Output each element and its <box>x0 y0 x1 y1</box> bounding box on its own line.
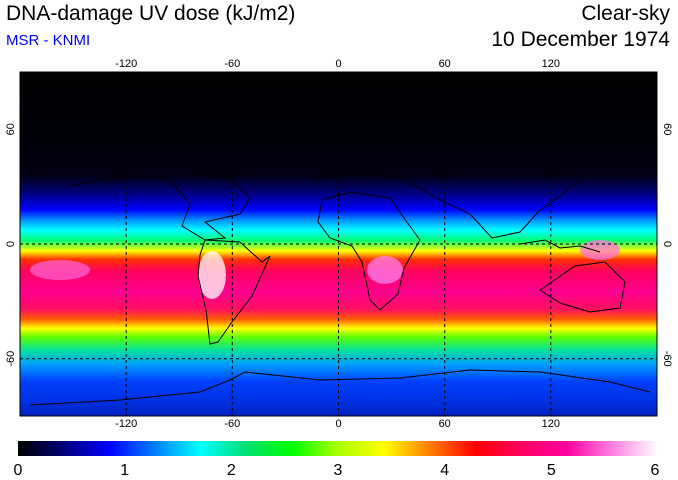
lat-label-right: 60 <box>661 123 673 135</box>
lon-label-bottom: 60 <box>439 418 451 430</box>
colorbar <box>18 441 658 456</box>
lon-label-bottom: -60 <box>224 418 240 430</box>
colorbar-label: 4 <box>440 462 449 479</box>
highlight-australia <box>580 240 620 260</box>
lon-label-top: -120 <box>115 58 137 70</box>
lon-labels-top: -120 -60 0 60 120 <box>115 58 560 70</box>
coast-south-america <box>197 239 271 345</box>
sky-condition-label: Clear-sky <box>581 2 670 25</box>
lat-label-left: 60 <box>5 123 17 135</box>
graticule <box>20 72 657 416</box>
highlight-southern-africa <box>367 256 403 284</box>
colorbar-label: 3 <box>334 462 343 479</box>
coast-australia <box>539 261 626 313</box>
lon-labels-bottom: -120 -60 0 60 120 <box>115 418 560 430</box>
lon-label-bottom: -120 <box>115 418 137 430</box>
colorbar-label: 5 <box>547 462 556 479</box>
lat-label-left: -60 <box>5 351 17 367</box>
lat-labels-left: 60 0 -60 <box>5 123 17 366</box>
source-label: MSR - KNMI <box>6 32 91 49</box>
lon-label-top: 120 <box>542 58 560 70</box>
lat-label-right: -60 <box>661 351 673 367</box>
coast-north-america <box>69 171 251 241</box>
coast-eurasia <box>311 171 581 239</box>
map-frame <box>19 71 658 417</box>
lon-label-top: 60 <box>439 58 451 70</box>
lon-label-bottom: 120 <box>542 418 560 430</box>
colorbar-label: 6 <box>651 462 660 479</box>
coastlines <box>29 171 651 406</box>
lon-label-top: -60 <box>224 58 240 70</box>
map-title: DNA-damage UV dose (kJ/m2) <box>6 2 296 25</box>
date-label: 10 December 1974 <box>491 28 670 51</box>
colorbar-label: 2 <box>227 462 236 479</box>
lon-label-bottom: 0 <box>335 418 341 430</box>
lat-label-right: 0 <box>661 241 673 247</box>
highlight-pacific <box>30 260 90 280</box>
colorbar-labels: 0 1 2 3 4 5 6 <box>14 462 660 479</box>
lon-label-top: 0 <box>335 58 341 70</box>
coast-antarctica <box>29 369 651 406</box>
lat-labels-right: 60 0 -60 <box>661 123 673 366</box>
uv-highlights <box>30 240 620 299</box>
lat-label-left: 0 <box>5 241 17 247</box>
colorbar-label: 0 <box>14 462 23 479</box>
coast-indonesia <box>519 239 601 253</box>
coast-africa <box>317 191 421 311</box>
colorbar-label: 1 <box>120 462 129 479</box>
highlight-south-america <box>198 251 226 299</box>
